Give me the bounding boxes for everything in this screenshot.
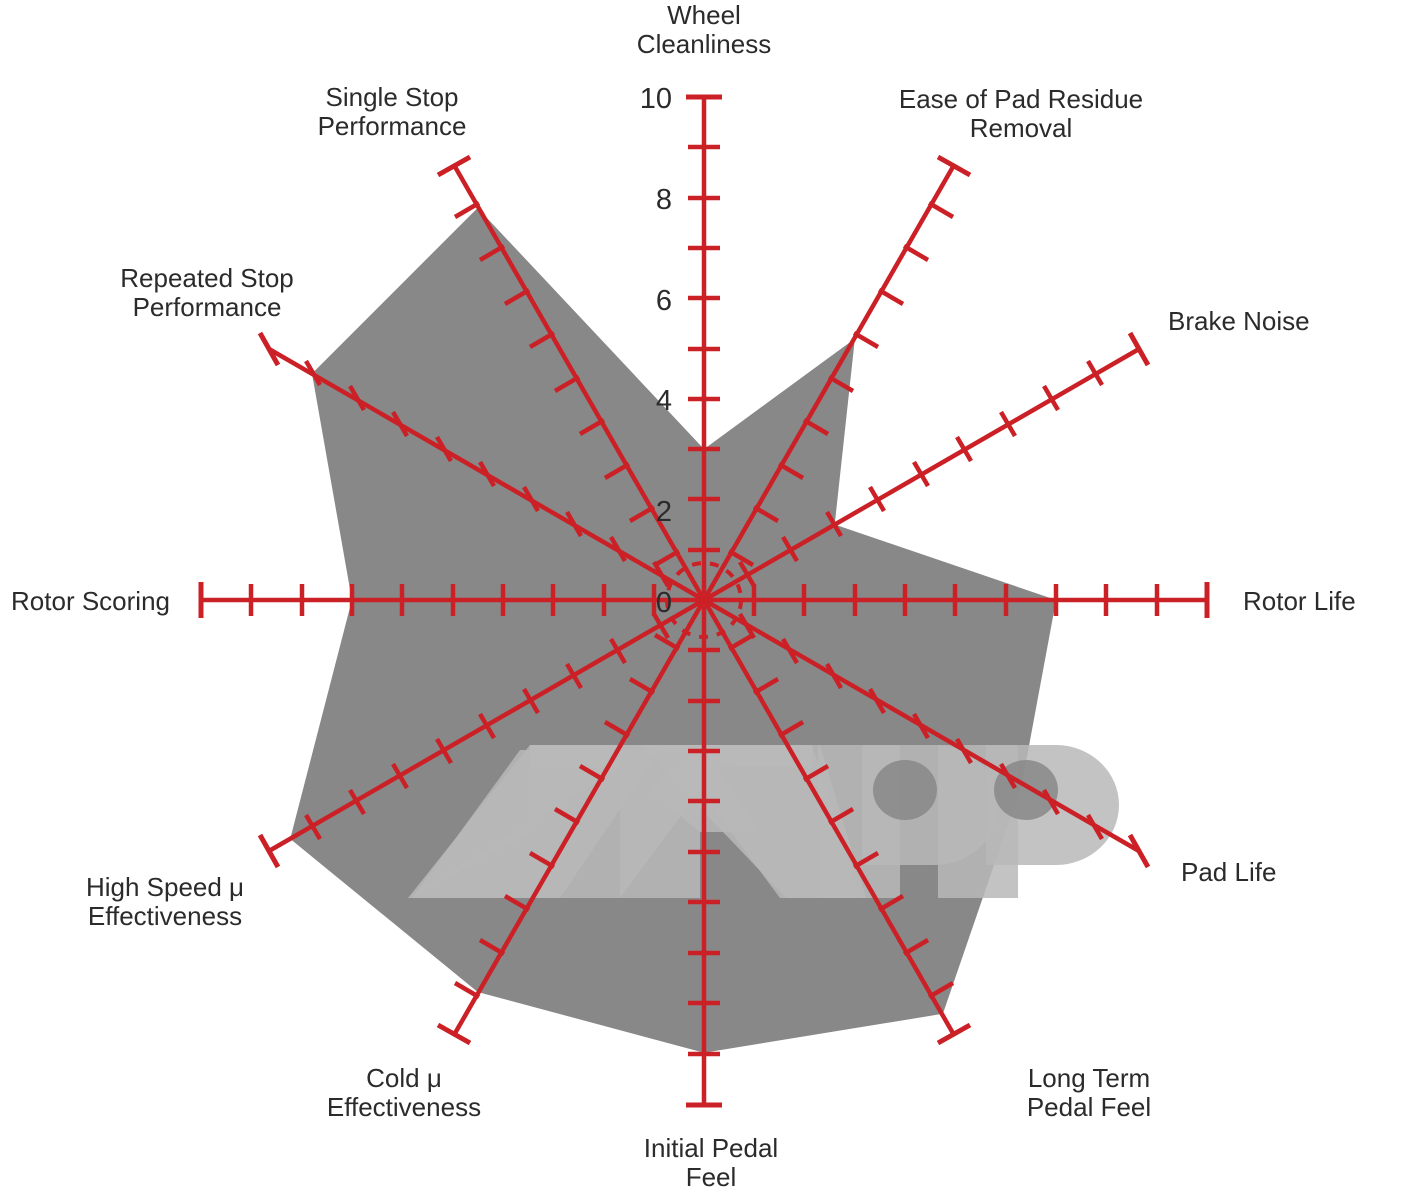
axis-label-wheel-cleanliness-line2: Cleanliness	[637, 29, 771, 59]
series-layer	[290, 208, 1057, 1053]
axis-label-repeated-stop-performance-line2: Performance	[133, 292, 282, 322]
axis-label-long-term-pedal-feel-line2: Pedal Feel	[1027, 1092, 1151, 1122]
series-polygon-brake-pad-rating	[290, 208, 1057, 1053]
axis-label-pad-life: Pad Life	[1181, 857, 1276, 887]
axis-initial-pedal-feel	[686, 600, 722, 1108]
axis-high-speed-mu-effectiveness	[257, 598, 706, 869]
inner-ring	[665, 561, 743, 639]
axis-label-ease-of-pad-residue-removal-line2: Removal	[970, 113, 1073, 143]
axes-layer	[198, 94, 1210, 1108]
axis-single-stop-performance	[436, 154, 706, 602]
axis-label-rotor-life: Rotor Life	[1243, 586, 1356, 616]
axis-wheel-cleanliness	[686, 94, 722, 600]
axis-label-repeated-stop-performance: Repeated Stop	[120, 263, 293, 293]
axis-long-term-pedal-feel	[702, 598, 972, 1046]
tick-label-6: 6	[656, 285, 672, 317]
axis-label-high-speed-mu-effectiveness: High Speed μ	[86, 872, 244, 902]
axis-label-cold-mu-effectiveness-line2: Effectiveness	[327, 1092, 481, 1122]
tick-label-4: 4	[656, 385, 672, 417]
axis-rotor-scoring	[198, 582, 704, 618]
axis-pad-life	[702, 598, 1151, 869]
tick-label-8: 8	[656, 184, 672, 216]
axis-label-brake-noise: Brake Noise	[1168, 306, 1310, 336]
radial-tick-labels: 10 8 6 4 2 0	[640, 83, 672, 619]
axis-cold-mu-effectiveness	[436, 598, 706, 1046]
axis-label-initial-pedal-feel-line2: Feel	[686, 1162, 737, 1192]
tick-label-2: 2	[656, 496, 672, 528]
axis-label-long-term-pedal-feel: Long Term	[1028, 1063, 1150, 1093]
axis-label-wheel-cleanliness: Wheel	[667, 0, 741, 30]
axis-label-single-stop-performance-line2: Performance	[318, 111, 467, 141]
axis-brake-noise	[702, 331, 1151, 602]
axis-label-high-speed-mu-effectiveness-line2: Effectiveness	[88, 901, 242, 931]
axis-label-ease-of-pad-residue-removal: Ease of Pad Residue	[899, 84, 1143, 114]
tick-label-10: 10	[640, 83, 672, 115]
tick-label-0: 0	[656, 587, 672, 619]
axis-ease-of-pad-residue-removal	[702, 154, 972, 602]
axis-rotor-life	[704, 582, 1210, 618]
category-labels: Wheel Cleanliness Ease of Pad Residue Re…	[11, 0, 1356, 1192]
axis-label-cold-mu-effectiveness: Cold μ	[366, 1063, 442, 1093]
axis-label-rotor-scoring: Rotor Scoring	[11, 586, 170, 616]
axis-label-single-stop-performance: Single Stop	[326, 82, 459, 112]
watermark-app-logo	[408, 745, 1119, 898]
axis-label-initial-pedal-feel: Initial Pedal	[644, 1133, 778, 1163]
